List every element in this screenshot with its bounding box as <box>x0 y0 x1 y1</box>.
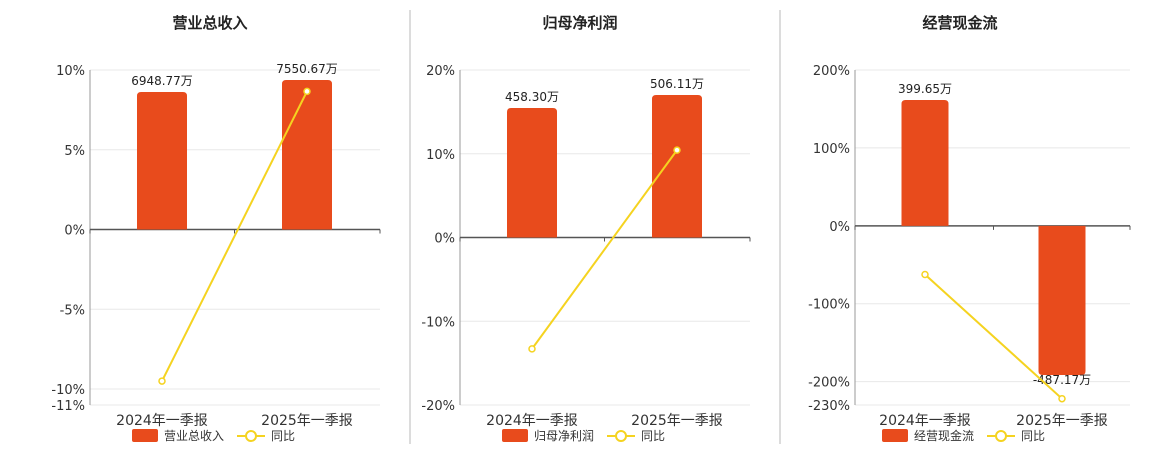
bar-value-label: -487.17万 <box>1033 373 1091 387</box>
y-tick-label: 0% <box>64 224 85 239</box>
chart-panel: 归母净利润 20% 10% 0% -10% -20% 458.30万 506.11万 2024年… <box>421 14 751 443</box>
legend-bar-swatch <box>882 429 908 442</box>
yoy-line <box>531 149 678 350</box>
bar-value-label: 399.65万 <box>898 82 952 96</box>
yoy-point <box>673 146 681 154</box>
legend-line-marker <box>995 430 1007 442</box>
bar <box>282 80 332 230</box>
chart-title: 营业总收入 <box>172 14 247 32</box>
y-tick-label: 200% <box>813 64 850 79</box>
x-tick-label: 2024年一季报 <box>116 413 208 429</box>
legend-bar-label: 归母净利润 <box>534 429 594 443</box>
y-tick-label: -100% <box>808 298 850 313</box>
y-tick-label: 5% <box>64 144 85 159</box>
charts-layer: 营业总收入10%5%0%-5%-10%-11%6948.77万7550.67万2… <box>51 14 1131 443</box>
chart-panel: 营业总收入 10% 5% 0% -5% -10%-11% 6948.77万 7550.67万 2… <box>51 14 381 443</box>
bar <box>507 108 557 238</box>
legend-bar-label: 营业总收入 <box>164 429 224 443</box>
yoy-point <box>303 87 311 96</box>
legend-line-label: 同比 <box>1021 429 1045 443</box>
chart-panel: 经营现金流 200% 100% 0% -100% -200% -230% 399.65万 -48… <box>808 14 1131 443</box>
yoy-point <box>158 377 166 385</box>
y-tick-label: -11% <box>51 399 85 414</box>
bar-value-label: 458.30万 <box>505 90 559 104</box>
y-tick-label: 10% <box>56 64 85 79</box>
legend-line-marker <box>245 430 257 442</box>
y-tick-label: 20% <box>426 64 455 79</box>
y-tick-label: -200% <box>808 376 850 391</box>
y-tick-label: -10% <box>51 383 85 398</box>
legend-line-label: 同比 <box>271 429 295 443</box>
bar-value-label: 506.11万 <box>650 77 704 91</box>
y-tick-label: 0% <box>829 220 850 235</box>
y-tick-label: -10% <box>421 315 455 330</box>
y-tick-label: 0% <box>434 232 455 247</box>
x-tick-label: 2025年一季报 <box>631 413 723 429</box>
x-tick-label: 2024年一季报 <box>879 413 971 429</box>
yoy-point <box>528 345 536 353</box>
yoy-point <box>1058 394 1066 403</box>
yoy-point <box>921 270 929 279</box>
y-tick-label: -5% <box>60 303 85 318</box>
chart-title: 归母净利润 <box>542 14 617 32</box>
legend-bar-swatch <box>502 429 528 442</box>
x-tick-label: 2025年一季报 <box>1016 413 1108 429</box>
y-tick-label: 10% <box>426 148 455 163</box>
y-tick-label: -230% <box>808 399 850 414</box>
y-tick-label: 100% <box>813 142 850 157</box>
legend-bar-swatch <box>132 429 158 442</box>
y-tick-label: -20% <box>421 399 455 414</box>
x-tick-label: 2025年一季报 <box>261 413 353 429</box>
bar-value-label: 7550.67万 <box>276 62 338 76</box>
chart-title: 经营现金流 <box>922 14 997 32</box>
bar <box>1038 225 1086 375</box>
bar-value-label: 6948.77万 <box>131 74 193 88</box>
legend-line-label: 同比 <box>641 429 665 443</box>
bar <box>652 95 702 238</box>
yoy-line <box>924 273 1063 400</box>
yoy-line <box>161 90 308 382</box>
legend-bar-label: 经营现金流 <box>914 428 974 443</box>
bar <box>901 100 949 226</box>
legend-line-marker <box>615 430 627 442</box>
bar <box>137 92 187 230</box>
x-tick-label: 2024年一季报 <box>486 413 578 429</box>
